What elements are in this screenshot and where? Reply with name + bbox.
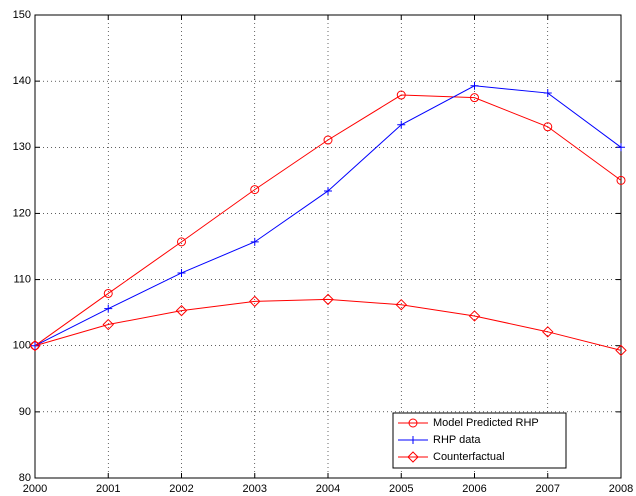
x-tick-label: 2000 [23, 483, 47, 495]
marker [104, 304, 113, 313]
marker [175, 304, 188, 317]
y-tick-label: 140 [13, 75, 31, 87]
marker [177, 268, 186, 277]
marker [324, 186, 332, 195]
legend: Model Predicted RHP RHP data Counterfactua… [392, 412, 567, 469]
marker [29, 340, 41, 352]
legend-marker [407, 451, 419, 463]
series-line [34, 298, 622, 351]
y-tick-label: 100 [13, 340, 31, 352]
x-tick-label: 2004 [316, 483, 340, 495]
marker [249, 295, 261, 308]
marker [177, 237, 186, 247]
marker [468, 310, 481, 322]
y-tick-label: 150 [13, 9, 31, 21]
x-tick-label: 2006 [462, 483, 486, 495]
y-tick-label: 120 [13, 207, 31, 219]
x-tick-label: 2002 [169, 483, 193, 495]
marker [616, 175, 626, 185]
x-tick-label: 2007 [536, 483, 560, 495]
marker [396, 90, 406, 100]
marker [322, 293, 334, 306]
legend-marker [409, 436, 417, 444]
y-tick-label: 80 [19, 472, 31, 484]
marker [615, 344, 627, 357]
marker [250, 237, 259, 246]
legend-label: Counterfactual [433, 451, 505, 463]
marker [395, 298, 407, 311]
plot-area [35, 15, 621, 478]
legend-marker [408, 418, 418, 428]
x-tick-label: 2003 [243, 483, 267, 495]
legend-label: Model Predicted RHP [433, 417, 539, 429]
marker [470, 93, 479, 103]
marker [323, 135, 333, 145]
marker [250, 185, 260, 195]
marker [103, 288, 113, 298]
x-tick-label: 2001 [96, 483, 120, 495]
x-tick-label: 2008 [609, 483, 633, 495]
marker [542, 326, 554, 338]
marker [617, 143, 625, 152]
marker [397, 120, 406, 129]
x-tick-label: 2005 [389, 483, 413, 495]
y-tick-label: 110 [13, 273, 31, 285]
legend-label: RHP data [433, 434, 481, 446]
y-tick-label: 90 [19, 406, 31, 418]
marker [543, 89, 552, 98]
marker [102, 318, 114, 331]
axes-box [34, 14, 622, 479]
y-tick-label: 130 [13, 141, 31, 153]
marker [543, 122, 553, 132]
series-line [34, 94, 622, 347]
marker [470, 81, 479, 90]
